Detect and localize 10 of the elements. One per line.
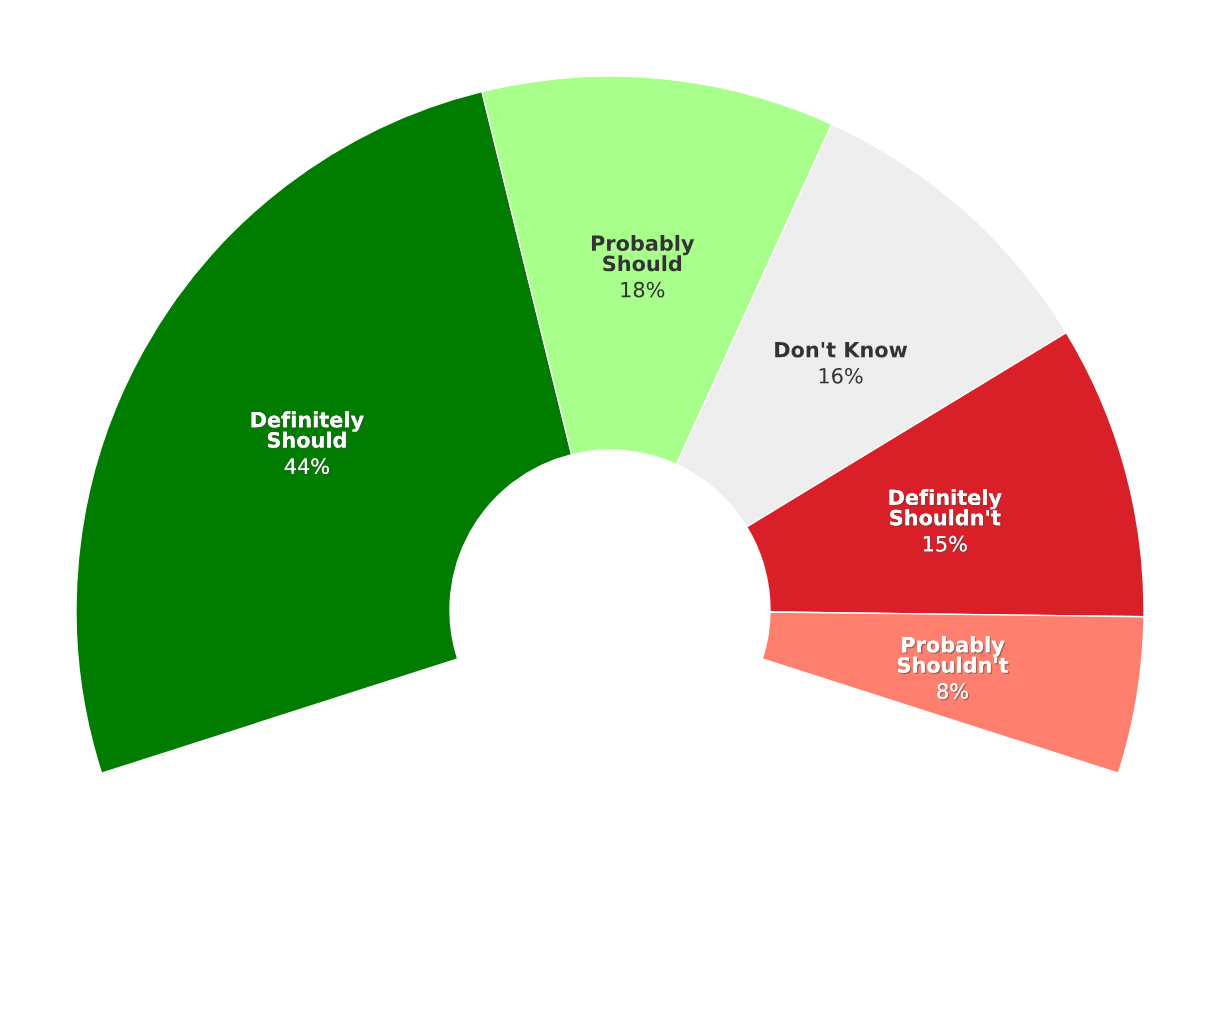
slice-label: Probably Should (591, 234, 695, 272)
slice-label: Definitely Shouldn't (889, 489, 1004, 527)
slice-label: Probably Shouldn't (897, 636, 1010, 675)
data-label: 15% (923, 535, 969, 553)
slice-label: Don't Know (775, 342, 908, 358)
data-label: 8% (937, 683, 970, 701)
data-label: 44% (284, 458, 331, 476)
data-label: 18% (621, 281, 665, 298)
data-label: 16% (819, 367, 863, 384)
slice-label: Definitely Should (251, 411, 366, 450)
